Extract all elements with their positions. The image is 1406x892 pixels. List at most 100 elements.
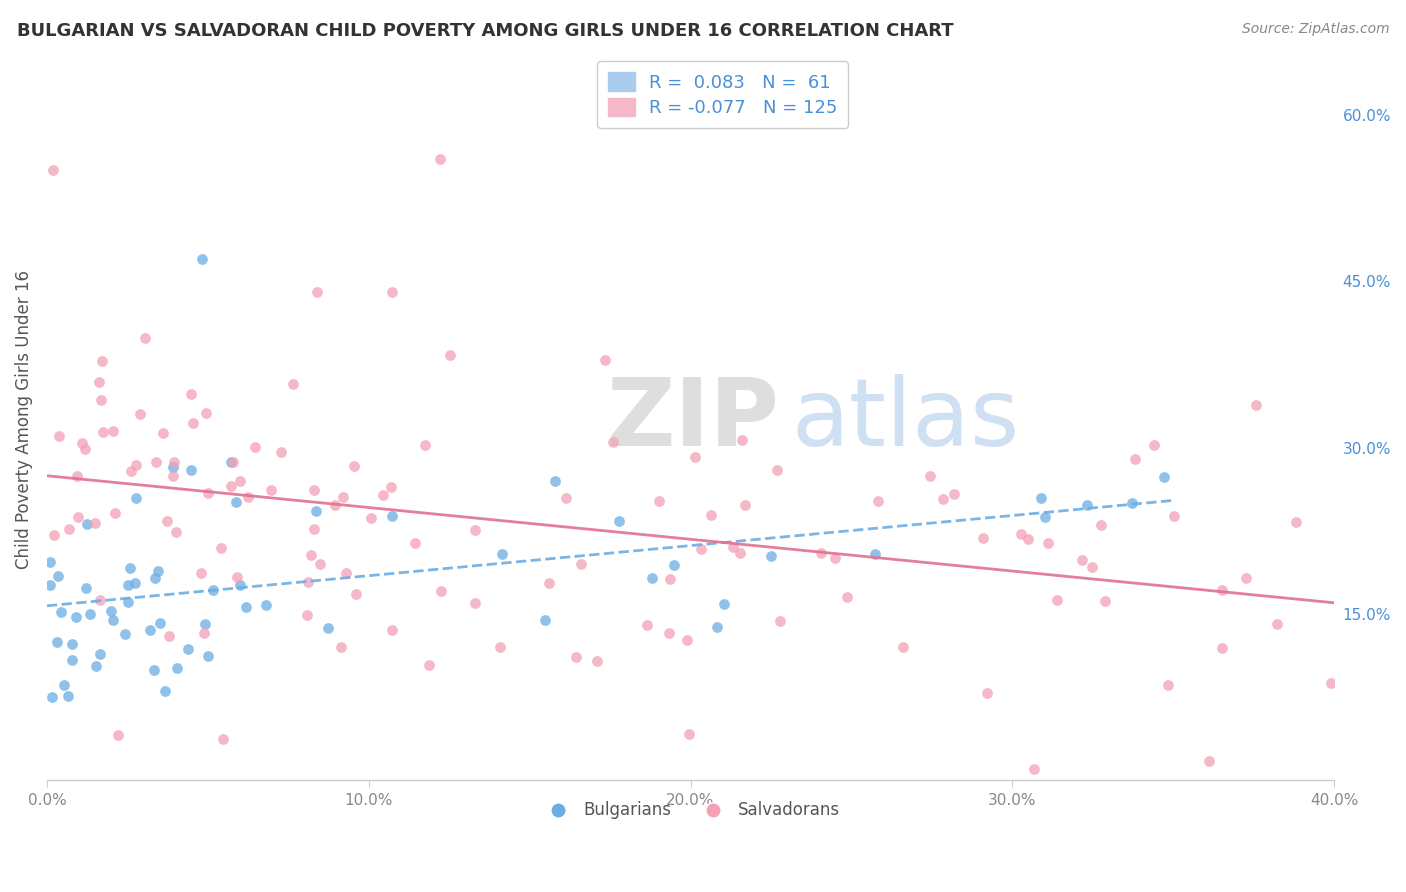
Point (89, 647, 111, 661)
Point (180, 387, 202, 401)
Point (60, 652, 83, 666)
Point (943, 487, 966, 501)
Point (117, 578, 139, 592)
Point (636, 617, 658, 632)
Point (90, 392, 112, 407)
Point (1285, 515, 1308, 529)
Point (118, 561, 141, 575)
Point (143, 570, 166, 584)
Point (728, 546, 751, 560)
Point (145, 455, 167, 469)
Point (125, 458, 148, 473)
Point (39, 555, 62, 569)
Point (219, 478, 242, 492)
Text: ZIP: ZIP (607, 374, 780, 466)
Point (177, 642, 200, 657)
Point (212, 731, 235, 746)
Point (180, 463, 202, 477)
Point (41, 690, 63, 704)
Point (585, 654, 607, 668)
Point (1211, 582, 1233, 597)
Legend: Bulgarians, Salvadorans: Bulgarians, Salvadorans (534, 795, 846, 826)
Point (60, 637, 83, 651)
Point (229, 474, 252, 488)
Point (49, 605, 72, 619)
Point (42, 527, 65, 541)
Point (194, 406, 217, 420)
Point (165, 524, 187, 539)
Point (1157, 678, 1180, 692)
Point (245, 440, 267, 454)
Point (837, 590, 859, 604)
Point (1234, 572, 1257, 586)
Point (299, 548, 322, 562)
Point (1029, 491, 1052, 505)
Point (381, 509, 404, 524)
Point (316, 622, 339, 636)
Point (1076, 498, 1098, 512)
Point (46, 568, 69, 582)
Point (429, 153, 451, 167)
Point (488, 640, 510, 654)
Point (91, 425, 114, 439)
Point (48, 428, 70, 442)
Point (56, 690, 79, 704)
Point (381, 285, 404, 300)
Point (70, 436, 93, 450)
Point (66, 468, 89, 483)
Point (1046, 593, 1069, 607)
Point (706, 619, 728, 633)
Point (413, 437, 436, 451)
Point (721, 541, 744, 555)
Point (163, 454, 186, 468)
Point (593, 353, 616, 368)
Point (1143, 437, 1166, 451)
Text: Source: ZipAtlas.com: Source: ZipAtlas.com (1241, 22, 1389, 37)
Point (308, 557, 330, 571)
Point (565, 650, 588, 665)
Text: atlas: atlas (792, 374, 1019, 466)
Point (685, 450, 707, 465)
Point (297, 575, 319, 590)
Point (769, 614, 792, 628)
Point (380, 480, 402, 494)
Point (824, 551, 846, 566)
Point (100, 604, 122, 618)
Point (39, 578, 62, 592)
Point (371, 488, 394, 502)
Point (344, 587, 367, 601)
Point (491, 547, 513, 561)
Point (759, 549, 782, 563)
Point (1121, 496, 1143, 510)
Point (607, 514, 630, 528)
Point (283, 377, 305, 392)
Point (162, 459, 184, 474)
Point (891, 640, 914, 654)
Point (134, 331, 156, 345)
Point (868, 494, 890, 508)
Point (676, 633, 699, 648)
Point (305, 504, 328, 518)
Point (101, 425, 124, 439)
Point (190, 566, 212, 581)
Point (202, 583, 225, 598)
Point (920, 468, 942, 483)
Point (430, 584, 453, 599)
Point (439, 348, 461, 362)
Point (120, 464, 142, 478)
Point (67, 510, 90, 524)
Point (193, 625, 215, 640)
Point (932, 492, 955, 507)
Point (65, 610, 87, 624)
Point (128, 408, 150, 422)
Point (1038, 535, 1060, 549)
Point (972, 531, 994, 545)
Point (380, 624, 402, 638)
Point (89, 593, 111, 607)
Point (648, 494, 671, 508)
Point (865, 547, 887, 561)
Point (766, 463, 789, 477)
Point (700, 508, 723, 523)
Point (270, 445, 292, 459)
Point (678, 727, 700, 741)
